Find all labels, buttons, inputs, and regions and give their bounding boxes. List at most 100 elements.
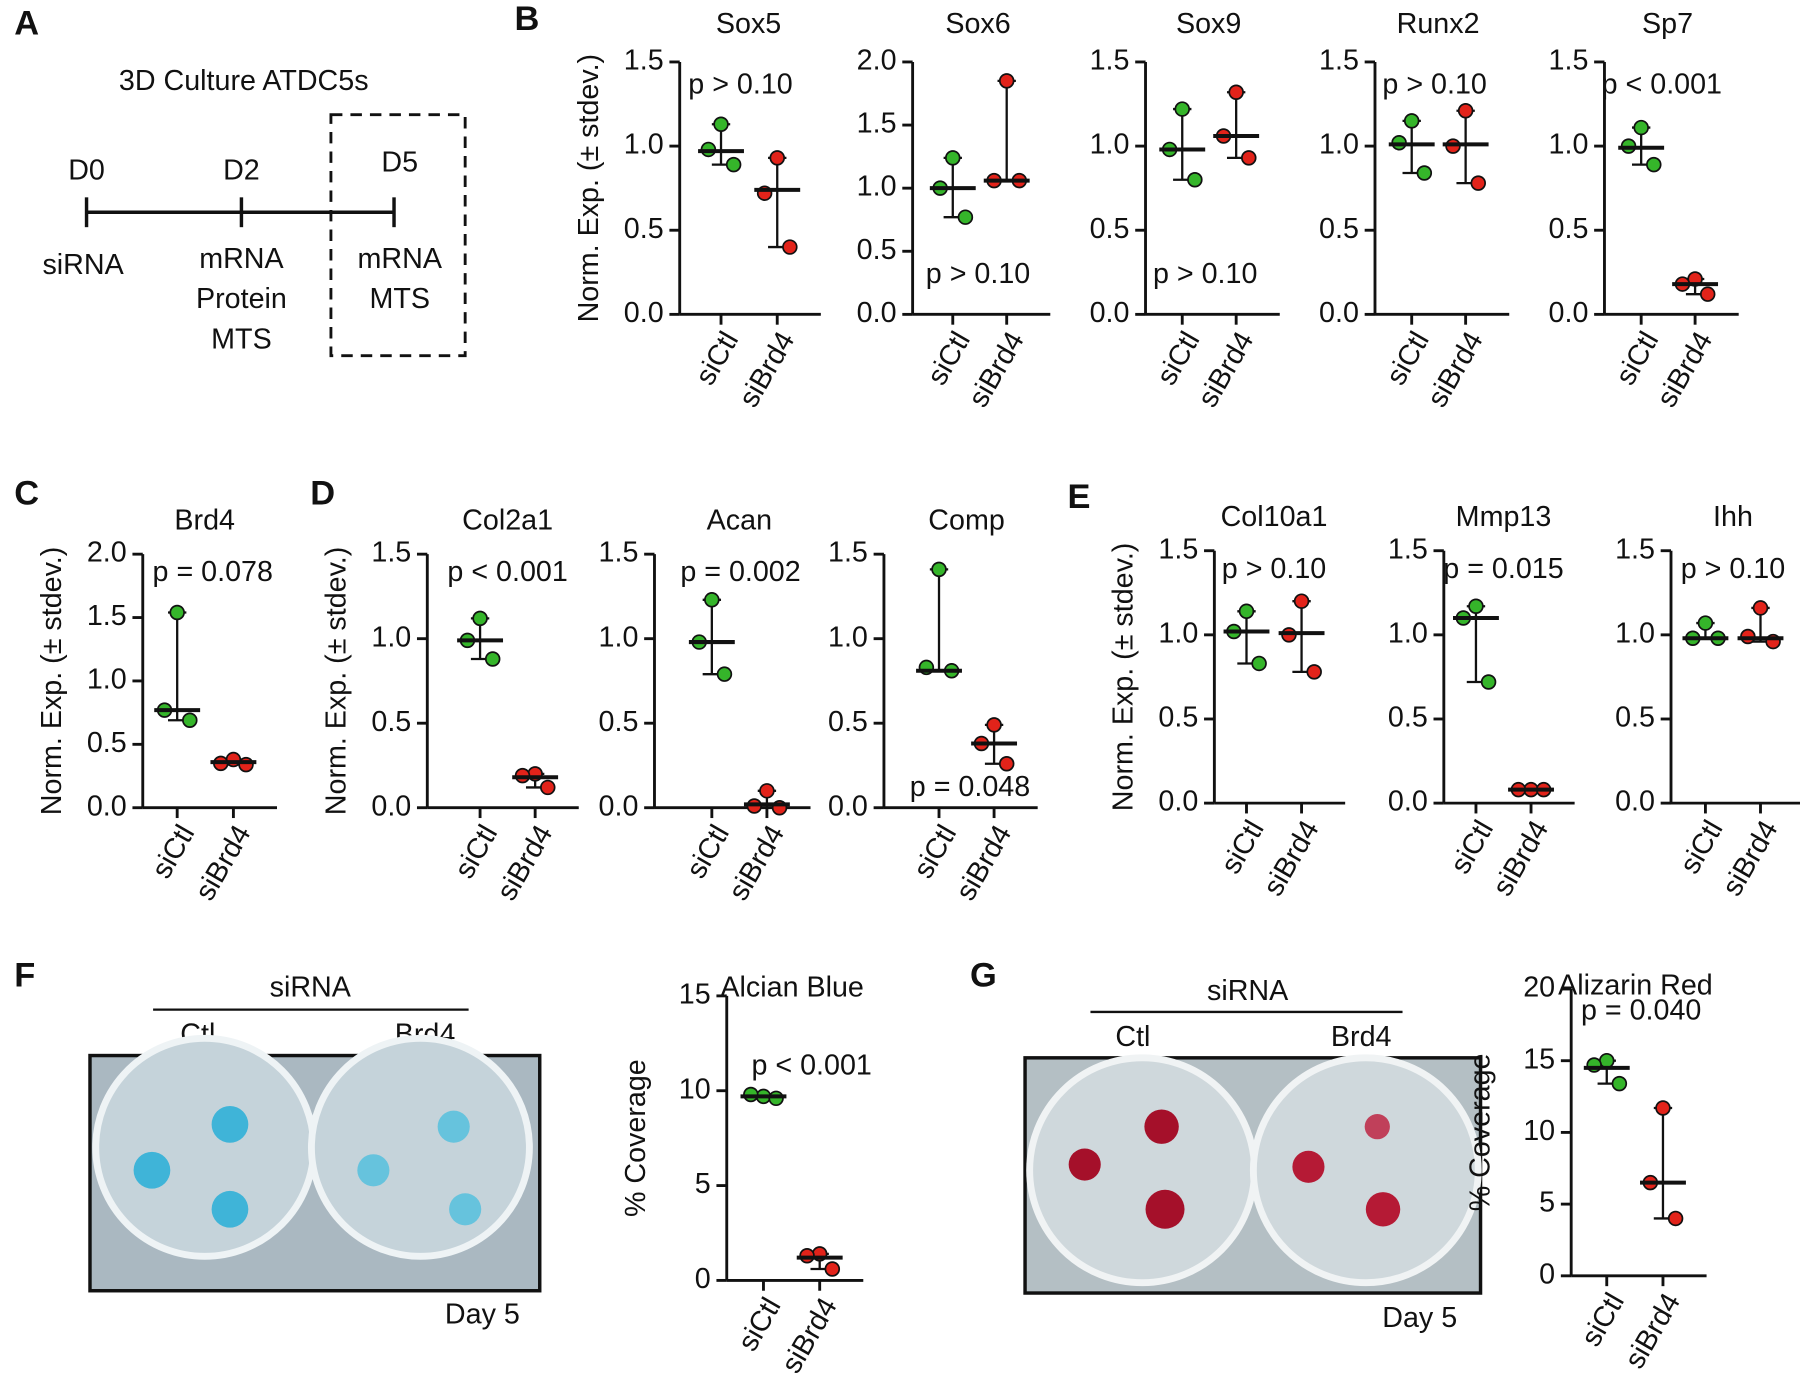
x-tick-label: siBrd4 xyxy=(1716,815,1784,901)
y-tick-label: 0.5 xyxy=(857,234,897,266)
data-point xyxy=(716,666,733,682)
y-tick-label: 10 xyxy=(1523,1115,1555,1147)
p-value: p > 0.10 xyxy=(1681,553,1785,585)
data-point xyxy=(782,239,798,255)
y-tick-label: 1.0 xyxy=(624,129,664,161)
y-tick-label: 15 xyxy=(679,978,711,1010)
data-point xyxy=(1403,113,1420,129)
x-tick-label: siCtl xyxy=(1151,326,1207,390)
timeline-note: Protein xyxy=(196,283,287,315)
y-tick-label: 0 xyxy=(695,1263,711,1295)
y-tick-label: 0.0 xyxy=(624,297,664,329)
y-tick-label: 20 xyxy=(1523,972,1555,1004)
y-tick-label: 1.5 xyxy=(857,108,897,140)
photo-caption: Day 5 xyxy=(1382,1302,1457,1334)
x-tick-label: siBrd4 xyxy=(1487,815,1555,901)
p-value: p < 0.001 xyxy=(751,1050,871,1082)
y-tick-label: 0.0 xyxy=(1388,786,1428,818)
chart-title: Alizarin Red xyxy=(1558,969,1713,1001)
photo-header: siRNA xyxy=(1207,975,1289,1007)
y-tick-label: 2.0 xyxy=(857,45,897,77)
x-tick-label: siCtl xyxy=(1380,326,1436,390)
y-tick-label: 0.0 xyxy=(371,790,411,822)
x-tick-label: siBrd4 xyxy=(962,326,1030,412)
data-point xyxy=(704,592,720,608)
data-point xyxy=(986,717,1002,733)
data-point xyxy=(931,561,947,578)
x-tick-label: siCtl xyxy=(680,820,736,884)
p-value: p > 0.10 xyxy=(926,258,1030,290)
x-tick-label: siCtl xyxy=(1610,326,1666,390)
x-tick-label: siCtl xyxy=(1215,815,1271,879)
x-tick-label: siBrd4 xyxy=(189,820,257,906)
timeline-note: MTS xyxy=(211,323,272,355)
p-value: p = 0.015 xyxy=(1443,553,1563,585)
y-tick-label: 0 xyxy=(1539,1258,1555,1290)
y-tick-label: 1.0 xyxy=(1549,129,1589,161)
panel-letter: F xyxy=(14,957,35,995)
data-point xyxy=(225,751,242,768)
x-tick-label: siBrd4 xyxy=(950,820,1018,906)
y-tick-label: 0.0 xyxy=(857,297,897,329)
data-point xyxy=(1238,603,1255,620)
p-value: p > 0.10 xyxy=(1153,258,1257,290)
data-point xyxy=(484,651,501,667)
data-point xyxy=(1293,593,1310,609)
data-point xyxy=(540,779,556,796)
p-value: p = 0.078 xyxy=(153,556,273,588)
highlight-box xyxy=(329,113,467,358)
p-value: p = 0.002 xyxy=(680,556,800,588)
p-value: p = 0.040 xyxy=(1581,995,1701,1027)
data-point xyxy=(945,150,961,166)
timeline-note: siRNA xyxy=(42,249,124,281)
chart-title: Sox9 xyxy=(1176,8,1241,40)
y-tick-label: 0.5 xyxy=(87,727,127,759)
chart-title: Acan xyxy=(707,505,772,537)
photo-group: Brd4 xyxy=(1331,1021,1392,1053)
y-tick-label: 1.5 xyxy=(624,45,664,77)
x-tick-label: siCtl xyxy=(449,820,505,884)
y-tick-label: 1.0 xyxy=(828,621,868,653)
y-tick-label: 0.0 xyxy=(1549,297,1589,329)
data-point xyxy=(1306,664,1322,680)
p-value: p > 0.10 xyxy=(1382,69,1486,101)
data-point xyxy=(1633,119,1649,136)
x-tick-label: siBrd4 xyxy=(733,326,801,412)
y-tick-label: 1.5 xyxy=(1549,45,1589,77)
p-value: p > 0.10 xyxy=(688,69,792,101)
timeline-day: D2 xyxy=(223,155,260,187)
chart-title: Col10a1 xyxy=(1221,501,1328,533)
y-tick-label: 0.0 xyxy=(1319,297,1359,329)
y-tick-label: 2.0 xyxy=(87,537,127,569)
y-tick-label: 0.5 xyxy=(828,706,868,738)
y-tick-label: 0.5 xyxy=(371,706,411,738)
data-point xyxy=(1646,156,1662,173)
p-value: p < 0.001 xyxy=(447,556,567,588)
y-tick-label: 1.0 xyxy=(599,621,639,653)
data-point xyxy=(769,150,785,166)
x-tick-label: siCtl xyxy=(908,820,964,884)
data-point xyxy=(1655,1100,1671,1116)
panel-letter: E xyxy=(1068,478,1091,516)
y-tick-label: 0.0 xyxy=(1090,297,1130,329)
data-point xyxy=(998,756,1015,772)
chart-title: Sp7 xyxy=(1642,8,1693,40)
data-point xyxy=(1187,172,1203,188)
data-point xyxy=(1468,598,1484,614)
p-value: p > 0.10 xyxy=(1222,553,1326,585)
x-tick-label: siCtl xyxy=(1444,815,1500,879)
x-tick-label: siBrd4 xyxy=(1192,326,1260,412)
x-tick-label: siCtl xyxy=(146,820,202,884)
data-point xyxy=(713,116,729,132)
y-tick-label: 0.0 xyxy=(1615,786,1655,818)
y-axis-label: Norm. Exp. (± stdev.) xyxy=(320,547,352,816)
x-tick-label: siCtl xyxy=(921,326,977,390)
photo-caption: Day 5 xyxy=(445,1299,520,1331)
y-tick-label: 1.0 xyxy=(371,621,411,653)
timeline-note: mRNA xyxy=(199,243,284,275)
data-point xyxy=(1416,165,1433,181)
x-tick-label: siCtl xyxy=(1575,1288,1631,1352)
chart-title: Sox5 xyxy=(716,8,781,40)
data-point xyxy=(1174,101,1190,117)
data-point xyxy=(998,73,1015,89)
